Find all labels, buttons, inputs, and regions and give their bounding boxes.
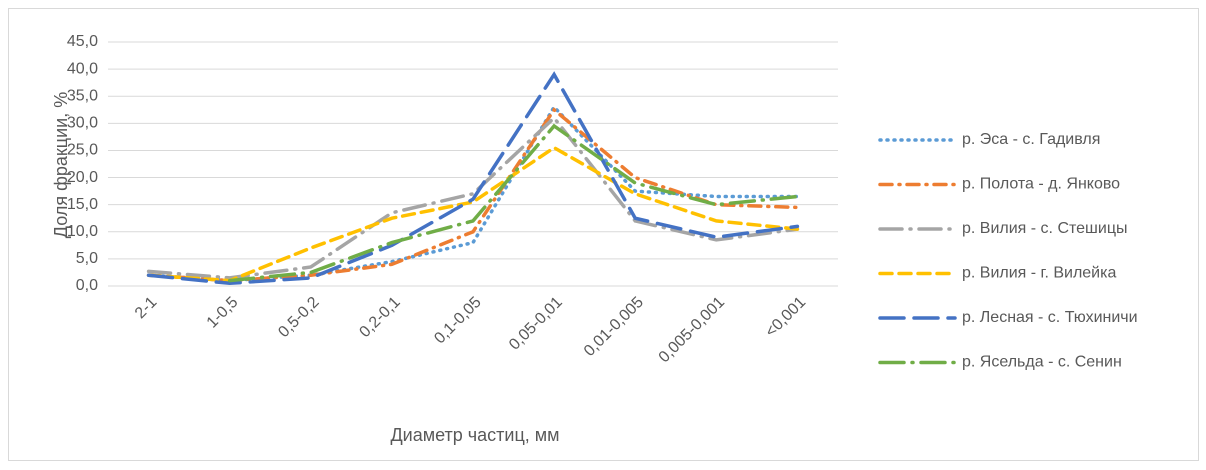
- x-axis-title: Диаметр частиц, мм: [390, 425, 559, 445]
- legend-label: р. Полота - д. Янково: [962, 176, 1120, 193]
- y-tick-label: 10,0: [67, 223, 98, 240]
- legend-label: р. Вилия - с. Стешицы: [962, 220, 1127, 237]
- y-tick-label: 35,0: [67, 87, 98, 104]
- y-tick-label: 15,0: [67, 196, 98, 213]
- y-tick-label: 20,0: [67, 169, 98, 186]
- series-line: [146, 71, 800, 286]
- y-tick-label: 5,0: [76, 250, 98, 267]
- y-tick-label: 25,0: [67, 142, 98, 159]
- series-line: [146, 115, 800, 280]
- y-axis-title: Доля фракции, %: [51, 92, 71, 238]
- y-tick-label: 0,0: [76, 277, 98, 294]
- legend-label: р. Лесная - с. Тюхиничи: [962, 309, 1138, 326]
- y-tick-label: 45,0: [67, 33, 98, 50]
- y-tick-label: 40,0: [67, 60, 98, 77]
- chart-border: [8, 8, 1199, 461]
- y-tick-label: 30,0: [67, 115, 98, 132]
- series-line: [146, 107, 800, 283]
- legend-label: р. Вилия - г. Вилейка: [962, 265, 1116, 282]
- series-line: [227, 123, 800, 283]
- legend-label: р. Эса - с. Гадивля: [962, 131, 1100, 148]
- legend-label: р. Ясельда - с. Сенин: [962, 354, 1122, 371]
